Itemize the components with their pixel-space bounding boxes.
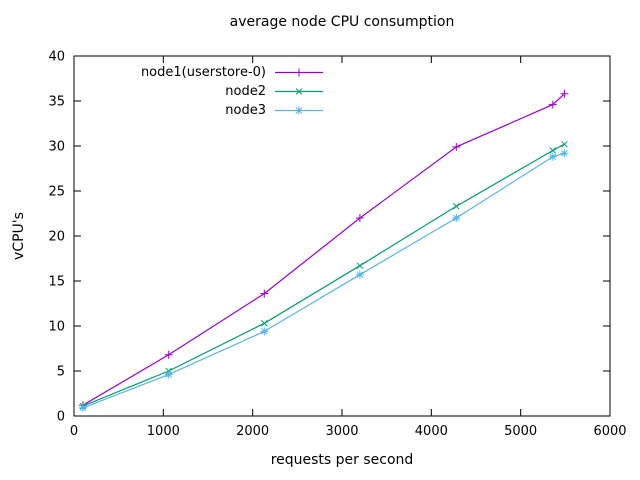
x-tick-label: 0 (70, 424, 78, 439)
x-axis-label: requests per second (270, 452, 414, 468)
legend-item-node3: node3 (110, 101, 323, 120)
y-tick-label: 5 (57, 365, 65, 380)
cross-marker-icon (561, 140, 568, 148)
cross-marker-icon (356, 262, 364, 269)
x-tick-label: 3000 (325, 424, 358, 439)
legend-label: node1(userstore-0) (140, 65, 266, 80)
y-tick-label: 15 (48, 275, 65, 290)
x-tick-label: 6000 (593, 424, 626, 439)
plus-marker-icon (295, 68, 303, 77)
y-tick-label: 40 (48, 50, 65, 65)
asterisk-marker-icon (275, 106, 323, 115)
asterisk-marker-icon (164, 370, 173, 379)
y-tick-label: 20 (48, 230, 65, 245)
plus-marker-icon (275, 68, 323, 77)
x-tick-label: 4000 (415, 424, 448, 439)
asterisk-marker-icon (260, 327, 269, 336)
legend-label: node2 (225, 84, 266, 99)
plus-marker-icon (260, 289, 269, 298)
asterisk-marker-icon (78, 403, 87, 412)
cross-marker-icon (261, 320, 268, 327)
legend-label: node3 (225, 103, 266, 118)
legend-line-sample (275, 66, 323, 79)
legend: node1(userstore-0) node2 node3 (110, 63, 323, 120)
plus-marker-icon (548, 100, 557, 109)
asterisk-marker-icon (560, 149, 569, 158)
series-line-node2 (82, 143, 565, 407)
legend-line-sample (275, 104, 323, 117)
cross-marker-icon (275, 88, 323, 95)
asterisk-marker-icon (355, 270, 364, 279)
x-tick-label: 2000 (236, 424, 269, 439)
plus-marker-icon (164, 350, 173, 359)
y-tick-label: 0 (57, 410, 65, 425)
legend-line-sample (275, 85, 323, 98)
legend-item-node1: node1(userstore-0) (110, 63, 323, 82)
cross-marker-icon (453, 203, 460, 210)
cross-marker-icon (549, 147, 557, 154)
y-tick-label: 25 (48, 185, 65, 200)
x-tick-label: 5000 (504, 424, 537, 439)
plus-marker-icon (452, 142, 461, 151)
plus-marker-icon (355, 214, 364, 222)
legend-item-node2: node2 (110, 82, 323, 101)
x-tick-label: 1000 (147, 424, 180, 439)
asterisk-marker-icon (452, 214, 461, 222)
cross-marker-icon (295, 88, 303, 95)
chart-title: average node CPU consumption (229, 14, 455, 30)
y-tick-label: 35 (48, 95, 65, 110)
asterisk-marker-icon (295, 106, 303, 115)
y-tick-label: 10 (48, 320, 65, 335)
series-line-node1-userstore-0 (82, 93, 565, 406)
plus-marker-icon (560, 89, 569, 98)
asterisk-marker-icon (548, 152, 557, 161)
y-tick-label: 30 (48, 140, 65, 155)
series-line-node3 (82, 152, 565, 409)
